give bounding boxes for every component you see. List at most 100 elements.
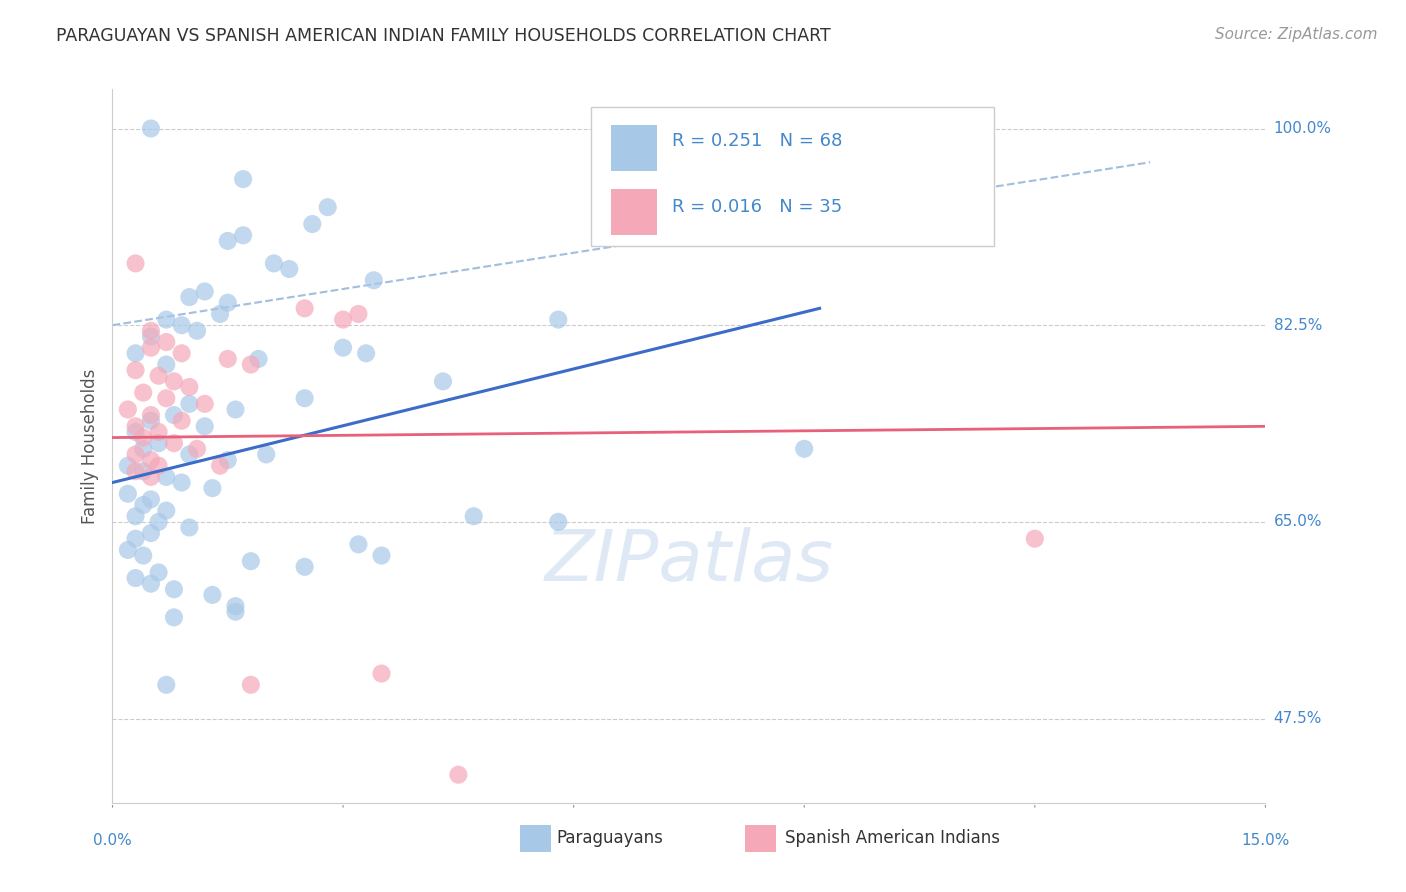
Point bbox=[301, 217, 323, 231]
Point bbox=[316, 200, 339, 214]
Point bbox=[132, 442, 155, 456]
Point bbox=[148, 566, 170, 580]
Text: ZIPatlas: ZIPatlas bbox=[544, 526, 834, 596]
Point bbox=[148, 436, 170, 450]
Point bbox=[332, 312, 354, 326]
Point bbox=[117, 402, 139, 417]
Point bbox=[793, 442, 815, 456]
Point bbox=[139, 324, 162, 338]
Point bbox=[209, 458, 232, 473]
Point bbox=[463, 509, 485, 524]
Point bbox=[194, 397, 217, 411]
Text: R = 0.016   N = 35: R = 0.016 N = 35 bbox=[672, 198, 842, 216]
Point bbox=[254, 447, 277, 461]
Point bbox=[239, 358, 262, 372]
Point bbox=[163, 582, 186, 597]
Point bbox=[294, 391, 316, 405]
Text: 15.0%: 15.0% bbox=[1241, 833, 1289, 848]
Point bbox=[139, 408, 162, 422]
Point bbox=[179, 380, 201, 394]
Point bbox=[117, 458, 139, 473]
Text: 47.5%: 47.5% bbox=[1274, 711, 1322, 726]
Point bbox=[139, 414, 162, 428]
Y-axis label: Family Households: Family Households bbox=[80, 368, 98, 524]
Point bbox=[294, 301, 316, 316]
Point bbox=[132, 464, 155, 478]
Text: 82.5%: 82.5% bbox=[1274, 318, 1322, 333]
Point bbox=[278, 262, 301, 277]
Point bbox=[186, 324, 208, 338]
Point bbox=[170, 318, 193, 333]
Point bbox=[179, 520, 201, 534]
Point bbox=[155, 678, 177, 692]
Text: 0.0%: 0.0% bbox=[93, 833, 132, 848]
Point bbox=[263, 256, 285, 270]
Point bbox=[247, 351, 270, 366]
Point bbox=[155, 358, 177, 372]
Point bbox=[124, 447, 146, 461]
Point bbox=[217, 453, 239, 467]
Point bbox=[124, 256, 146, 270]
Point bbox=[179, 447, 201, 461]
Point bbox=[148, 515, 170, 529]
Point bbox=[347, 307, 370, 321]
Point bbox=[170, 475, 193, 490]
Point bbox=[547, 312, 569, 326]
Point bbox=[332, 341, 354, 355]
Text: PARAGUAYAN VS SPANISH AMERICAN INDIAN FAMILY HOUSEHOLDS CORRELATION CHART: PARAGUAYAN VS SPANISH AMERICAN INDIAN FA… bbox=[56, 27, 831, 45]
Point bbox=[155, 503, 177, 517]
Point bbox=[179, 397, 201, 411]
Point bbox=[209, 307, 232, 321]
Point bbox=[139, 341, 162, 355]
Point bbox=[179, 290, 201, 304]
Point bbox=[148, 458, 170, 473]
Point bbox=[370, 549, 392, 563]
Point bbox=[354, 346, 377, 360]
Point bbox=[224, 402, 246, 417]
Point bbox=[201, 481, 224, 495]
Point bbox=[163, 408, 186, 422]
Point bbox=[1024, 532, 1046, 546]
Point bbox=[124, 425, 146, 439]
Text: Paraguayans: Paraguayans bbox=[557, 830, 664, 847]
Point bbox=[155, 334, 177, 349]
Point bbox=[155, 470, 177, 484]
Point bbox=[217, 295, 239, 310]
Point bbox=[194, 419, 217, 434]
Point bbox=[139, 453, 162, 467]
Point bbox=[163, 375, 186, 389]
Point bbox=[170, 346, 193, 360]
Point bbox=[139, 526, 162, 541]
Point bbox=[224, 605, 246, 619]
Point bbox=[117, 487, 139, 501]
Point bbox=[432, 375, 454, 389]
Point bbox=[239, 554, 262, 568]
Point bbox=[132, 385, 155, 400]
Point bbox=[148, 368, 170, 383]
Text: Spanish American Indians: Spanish American Indians bbox=[785, 830, 1000, 847]
Point bbox=[163, 610, 186, 624]
Point bbox=[132, 431, 155, 445]
Bar bbox=[610, 125, 657, 171]
Point bbox=[139, 492, 162, 507]
Point bbox=[139, 470, 162, 484]
FancyBboxPatch shape bbox=[591, 107, 994, 246]
Point bbox=[132, 498, 155, 512]
Point bbox=[294, 559, 316, 574]
Text: 65.0%: 65.0% bbox=[1274, 515, 1322, 529]
Point bbox=[447, 768, 470, 782]
Point bbox=[124, 532, 146, 546]
Point bbox=[347, 537, 370, 551]
Point bbox=[217, 234, 239, 248]
Point bbox=[224, 599, 246, 614]
Point bbox=[232, 172, 254, 186]
Point bbox=[217, 351, 239, 366]
Point bbox=[148, 425, 170, 439]
Point bbox=[132, 549, 155, 563]
Point bbox=[124, 571, 146, 585]
Text: 100.0%: 100.0% bbox=[1274, 121, 1331, 136]
Point bbox=[124, 363, 146, 377]
Point bbox=[117, 543, 139, 558]
Point bbox=[194, 285, 217, 299]
Point bbox=[124, 509, 146, 524]
